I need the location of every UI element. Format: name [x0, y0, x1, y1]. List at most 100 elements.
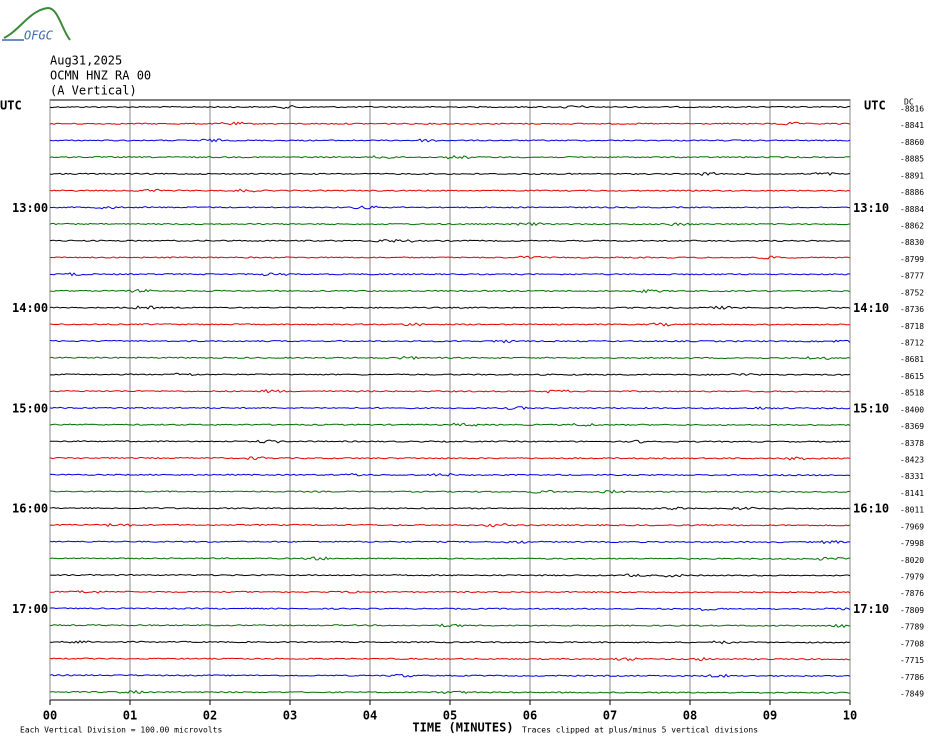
trace [49, 506, 851, 511]
right-time-label: 14:10 [853, 301, 889, 315]
x-tick-label: 08 [683, 709, 697, 723]
dc-offset: -8886 [900, 188, 924, 197]
dc-offset: -8020 [900, 556, 924, 565]
trace [49, 322, 851, 327]
trace [49, 288, 851, 294]
dc-offset: -8799 [900, 255, 924, 264]
trace [49, 138, 851, 143]
title: Aug31,2025 [50, 54, 122, 68]
right-time-label: 17:10 [853, 602, 889, 616]
dc-offset: -7849 [900, 690, 924, 699]
right-time-label: 16:10 [853, 502, 889, 516]
x-tick-label: 07 [603, 709, 617, 723]
trace [49, 607, 851, 611]
title: OCMN HNZ RA 00 [50, 69, 151, 83]
trace [49, 339, 851, 344]
dc-offset: -8369 [900, 422, 924, 431]
logo-text: OFGC [24, 29, 54, 43]
dc-offset: -8400 [900, 405, 924, 414]
dc-offset: -8777 [900, 272, 924, 281]
dc-offset: -8862 [900, 222, 924, 231]
left-axis-label: UTC [0, 99, 22, 113]
dc-offset: -8011 [900, 506, 924, 515]
dc-offset: -8891 [900, 171, 924, 180]
dc-offset: -8841 [900, 121, 924, 130]
trace [50, 590, 851, 594]
dc-offset: -8141 [900, 489, 924, 498]
dc-offset: -7876 [900, 589, 924, 598]
left-time-label: 14:00 [12, 301, 48, 315]
dc-offset: -8712 [900, 339, 924, 348]
trace [49, 573, 851, 578]
trace [49, 355, 851, 361]
trace [49, 656, 851, 662]
trace [49, 272, 851, 277]
trace [49, 238, 851, 243]
dc-offset: -8752 [900, 288, 924, 297]
trace [49, 205, 851, 210]
left-time-label: 17:00 [12, 602, 48, 616]
x-tick-label: 00 [43, 709, 57, 723]
trace [49, 389, 851, 394]
trace [49, 489, 851, 494]
dc-offset: -8885 [900, 155, 924, 164]
x-tick-label: 10 [843, 709, 857, 723]
dc-offset: -8378 [900, 439, 924, 448]
trace [49, 222, 851, 227]
trace [49, 623, 851, 628]
clip-note: Traces clipped at plus/minus 5 vertical … [522, 726, 758, 735]
trace [49, 556, 850, 561]
trace [49, 640, 851, 645]
trace [49, 673, 851, 678]
dc-offset: -8423 [900, 456, 924, 465]
trace [49, 540, 851, 545]
trace [49, 439, 851, 444]
x-tick-label: 04 [363, 709, 377, 723]
dc-offset: -8331 [900, 472, 924, 481]
trace [49, 121, 851, 126]
x-tick-label: 02 [203, 709, 217, 723]
x-tick-label: 05 [443, 709, 457, 723]
dc-label: DC [904, 98, 914, 107]
trace [49, 171, 851, 177]
right-axis-label: UTC [864, 99, 886, 113]
trace [49, 104, 851, 110]
logo-mark [3, 6, 71, 41]
dc-offset: -8518 [900, 389, 924, 398]
left-time-label: 16:00 [12, 502, 48, 516]
title: (A Vertical) [50, 84, 137, 98]
dc-offset: -7715 [900, 656, 924, 665]
x-tick-label: 03 [283, 709, 297, 723]
dc-offset: -8860 [900, 138, 924, 147]
dc-offset: -7969 [900, 522, 924, 531]
dc-offset: -7708 [900, 639, 924, 648]
dc-offset: -7786 [900, 673, 924, 682]
dc-offset: -7979 [900, 573, 924, 582]
trace [49, 372, 851, 377]
right-time-label: 15:10 [853, 401, 889, 415]
dc-offset: -8736 [900, 305, 924, 314]
left-time-label: 15:00 [12, 401, 48, 415]
right-time-label: 13:10 [853, 201, 889, 215]
trace [49, 305, 851, 310]
dc-offset: -8718 [900, 322, 924, 331]
x-tick-label: 09 [763, 709, 777, 723]
trace [49, 522, 851, 528]
trace [49, 689, 851, 695]
left-time-label: 13:00 [12, 201, 48, 215]
dc-offset: -8830 [900, 238, 924, 247]
dc-offset: -8681 [900, 355, 924, 364]
dc-offset: -7809 [900, 606, 924, 615]
trace [49, 456, 851, 461]
x-tick-label: 06 [523, 709, 537, 723]
dc-offset: -8816 [900, 105, 924, 114]
x-tick-label: 01 [123, 709, 137, 723]
trace [49, 154, 851, 160]
trace [49, 472, 851, 477]
trace [49, 406, 851, 410]
trace [49, 188, 851, 193]
trace [49, 255, 851, 260]
scale-note: Each Vertical Division = 100.00 microvol… [20, 726, 222, 735]
dc-offset: -7998 [900, 539, 924, 548]
